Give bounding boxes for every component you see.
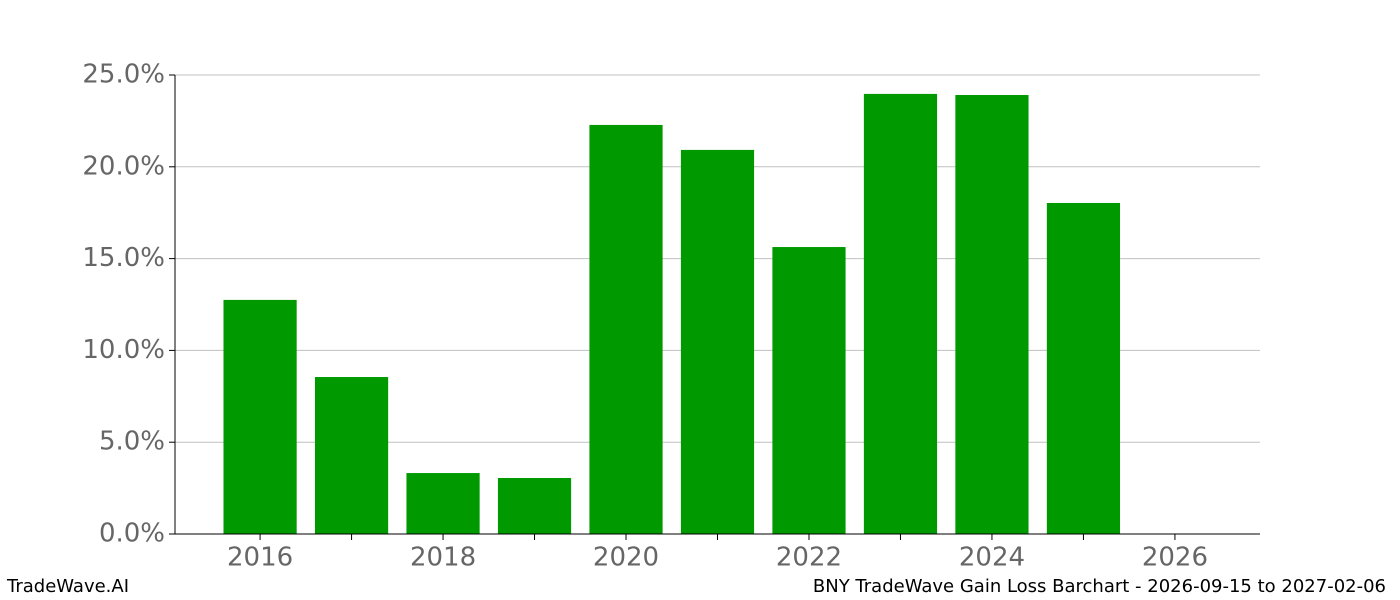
y-tick-label: 20.0% [82, 151, 165, 181]
x-tick-label: 2026 [1142, 543, 1208, 573]
bar [1046, 202, 1121, 535]
x-tick-label: 2018 [410, 543, 476, 573]
x-tick-label: 2022 [776, 543, 842, 573]
bar [589, 124, 663, 534]
bar [497, 478, 572, 534]
y-tick-label: 10.0% [82, 335, 165, 365]
bar [772, 247, 846, 534]
x-tick-label: 2024 [959, 543, 1025, 573]
bar [863, 93, 938, 534]
y-tick-label: 0.0% [99, 519, 165, 549]
chart-title: BNY TradeWave Gain Loss Barchart - 2026-… [813, 576, 1386, 597]
y-tick-label: 25.0% [82, 60, 165, 90]
bar [680, 149, 755, 534]
watermark: TradeWave.AI [6, 576, 129, 597]
bar [955, 95, 1029, 535]
x-tick-label: 2020 [593, 543, 659, 573]
bar [406, 473, 480, 534]
bar [314, 377, 389, 534]
bar [223, 299, 297, 534]
y-tick-label: 15.0% [82, 243, 165, 273]
x-tick-label: 2016 [227, 543, 293, 573]
y-tick-label: 5.0% [99, 427, 165, 457]
